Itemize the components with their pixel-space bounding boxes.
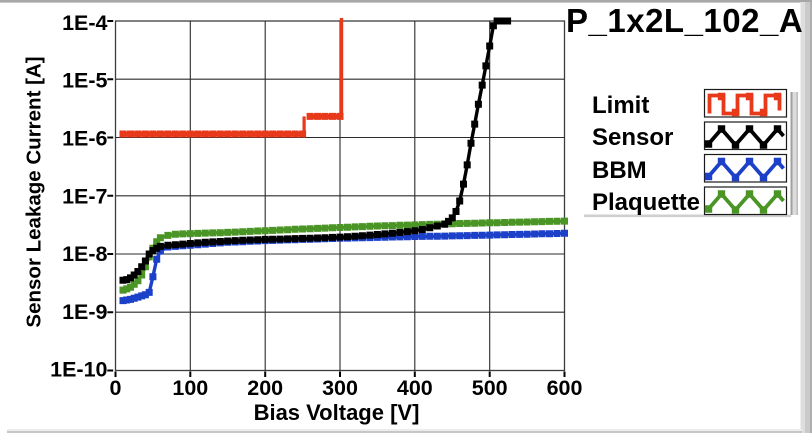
svg-text:500: 500 [472,376,508,400]
svg-text:1E-5: 1E-5 [62,69,107,93]
svg-text:Limit: Limit [592,92,649,119]
svg-text:P_1x2L_102_A: P_1x2L_102_A [566,2,803,39]
svg-text:1E-4: 1E-4 [62,11,107,35]
svg-text:300: 300 [322,376,358,400]
svg-text:600: 600 [547,376,583,400]
svg-text:200: 200 [247,376,283,400]
svg-text:Bias Voltage [V]: Bias Voltage [V] [254,400,420,425]
svg-text:Sensor: Sensor [592,124,673,151]
svg-text:1E-9: 1E-9 [62,300,107,324]
svg-text:Sensor Leakage Current [A]: Sensor Leakage Current [A] [23,56,46,327]
svg-text:1E-10: 1E-10 [50,358,107,382]
svg-text:1E-7: 1E-7 [62,184,107,208]
svg-text:0: 0 [110,376,122,400]
svg-text:BBM: BBM [592,157,647,184]
svg-text:Plaquette: Plaquette [592,189,700,216]
svg-text:1E-8: 1E-8 [62,242,107,266]
svg-text:400: 400 [397,376,433,400]
svg-text:1E-6: 1E-6 [62,127,107,151]
svg-text:100: 100 [172,376,208,400]
